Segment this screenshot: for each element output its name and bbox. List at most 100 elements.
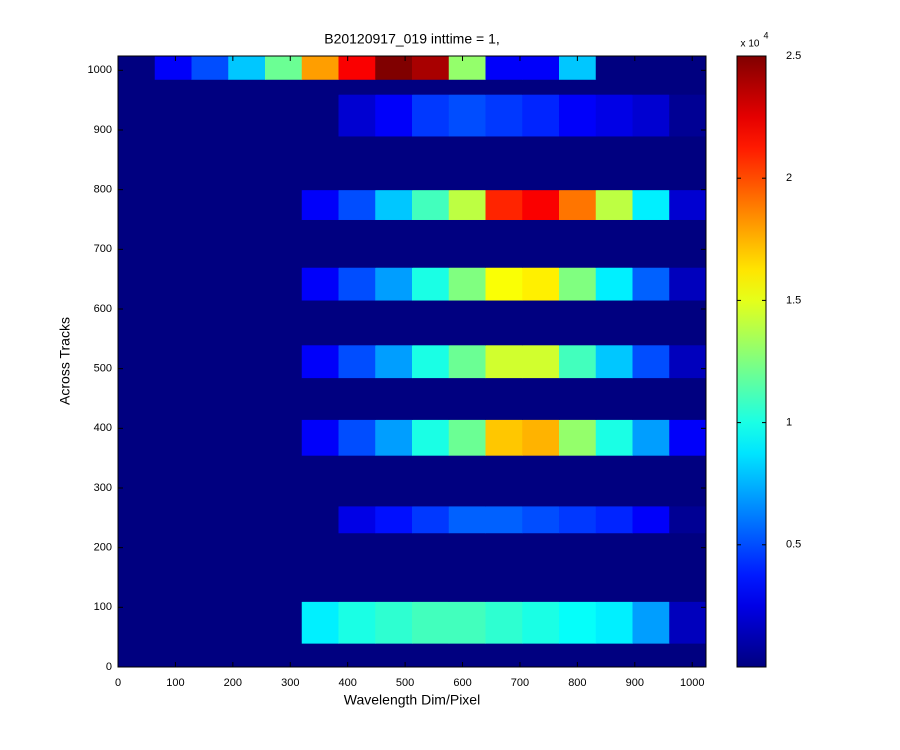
heat-cell bbox=[154, 377, 192, 420]
heat-cell bbox=[338, 505, 376, 534]
y-tick-label: 1000 bbox=[88, 64, 112, 76]
colorbar-tick-label: 2.5 bbox=[786, 50, 801, 62]
heat-cell bbox=[448, 219, 486, 268]
heat-cell bbox=[301, 135, 339, 191]
heat-cell bbox=[154, 135, 192, 191]
heat-cell bbox=[118, 601, 156, 644]
heat-cell bbox=[118, 532, 156, 602]
heat-cell bbox=[412, 56, 450, 80]
heat-cell bbox=[522, 94, 560, 137]
heat-cell bbox=[632, 135, 670, 191]
heat-cell bbox=[522, 79, 560, 95]
heat-cell bbox=[338, 419, 376, 456]
heat-cell bbox=[118, 79, 156, 95]
heat-cell bbox=[375, 419, 413, 456]
heat-cell bbox=[559, 419, 597, 456]
heat-cell bbox=[265, 300, 303, 346]
heat-cell bbox=[265, 135, 303, 191]
heat-cell bbox=[448, 300, 486, 346]
heat-cell bbox=[485, 189, 523, 220]
heat-cell bbox=[632, 56, 670, 80]
heat-cell bbox=[228, 267, 266, 301]
heat-cell bbox=[228, 505, 266, 534]
heat-cell bbox=[375, 532, 413, 602]
heat-cell bbox=[412, 505, 450, 534]
heat-cell bbox=[265, 377, 303, 420]
heat-cell bbox=[154, 419, 192, 456]
heat-cell bbox=[412, 189, 450, 220]
heat-cell bbox=[375, 643, 413, 668]
heat-cell bbox=[118, 643, 156, 668]
heat-cell bbox=[595, 532, 633, 602]
heat-cell bbox=[632, 419, 670, 456]
heat-cell bbox=[118, 267, 156, 301]
heat-cell bbox=[448, 189, 486, 220]
heat-cell bbox=[118, 219, 156, 268]
x-tick-label: 100 bbox=[166, 677, 184, 689]
heat-cell bbox=[375, 219, 413, 268]
heat-cell bbox=[375, 94, 413, 137]
heat-cell bbox=[118, 189, 156, 220]
heat-cell bbox=[375, 135, 413, 191]
heat-cell bbox=[118, 419, 156, 456]
x-tick-label: 300 bbox=[281, 677, 299, 689]
heat-cell bbox=[522, 377, 560, 420]
heat-cell bbox=[338, 79, 376, 95]
heat-cell bbox=[595, 56, 633, 80]
heat-cell bbox=[559, 94, 597, 137]
heat-cell bbox=[485, 56, 523, 80]
heat-cell bbox=[669, 189, 707, 220]
heat-cell bbox=[338, 601, 376, 644]
heat-cell bbox=[375, 56, 413, 80]
heat-cell bbox=[448, 455, 486, 507]
heat-cell bbox=[228, 643, 266, 668]
heat-cell bbox=[265, 455, 303, 507]
x-tick-label: 700 bbox=[511, 677, 529, 689]
heat-cell bbox=[595, 419, 633, 456]
x-tick-label: 900 bbox=[626, 677, 644, 689]
heat-cell bbox=[448, 601, 486, 644]
heat-cell bbox=[301, 377, 339, 420]
heat-cell bbox=[265, 267, 303, 301]
heat-cell bbox=[595, 505, 633, 534]
heat-cell bbox=[485, 455, 523, 507]
heat-cell bbox=[265, 56, 303, 80]
heat-cell bbox=[191, 267, 229, 301]
heat-cell bbox=[522, 601, 560, 644]
heat-cell bbox=[669, 377, 707, 420]
x-tick-label: 600 bbox=[453, 677, 471, 689]
heat-cell bbox=[669, 344, 707, 379]
heat-cell bbox=[338, 135, 376, 191]
heat-cell bbox=[632, 300, 670, 346]
heat-cell bbox=[485, 505, 523, 534]
colorbar-tick-label: 1.5 bbox=[786, 294, 801, 306]
heat-cell bbox=[228, 189, 266, 220]
heat-cell bbox=[228, 79, 266, 95]
x-tick-label: 1000 bbox=[680, 677, 704, 689]
heat-cell bbox=[191, 601, 229, 644]
x-axis-label: Wavelength Dim/Pixel bbox=[344, 692, 480, 708]
heat-cell bbox=[375, 455, 413, 507]
heat-cell bbox=[191, 300, 229, 346]
heat-cell bbox=[228, 300, 266, 346]
heat-cell bbox=[448, 94, 486, 137]
heat-cell bbox=[485, 300, 523, 346]
heat-cell bbox=[154, 219, 192, 268]
heat-cell bbox=[595, 135, 633, 191]
heat-cell bbox=[265, 219, 303, 268]
heat-cell bbox=[485, 344, 523, 379]
heat-cell bbox=[228, 94, 266, 137]
heat-cell bbox=[559, 601, 597, 644]
heat-cell bbox=[632, 532, 670, 602]
heat-cell bbox=[485, 79, 523, 95]
heat-cell bbox=[485, 601, 523, 644]
heat-cell bbox=[669, 219, 707, 268]
heat-cell bbox=[375, 189, 413, 220]
heat-cell bbox=[191, 135, 229, 191]
heat-cell bbox=[595, 300, 633, 346]
heat-cell bbox=[228, 219, 266, 268]
heat-cell bbox=[522, 505, 560, 534]
heat-cell bbox=[301, 455, 339, 507]
heat-cell bbox=[412, 300, 450, 346]
